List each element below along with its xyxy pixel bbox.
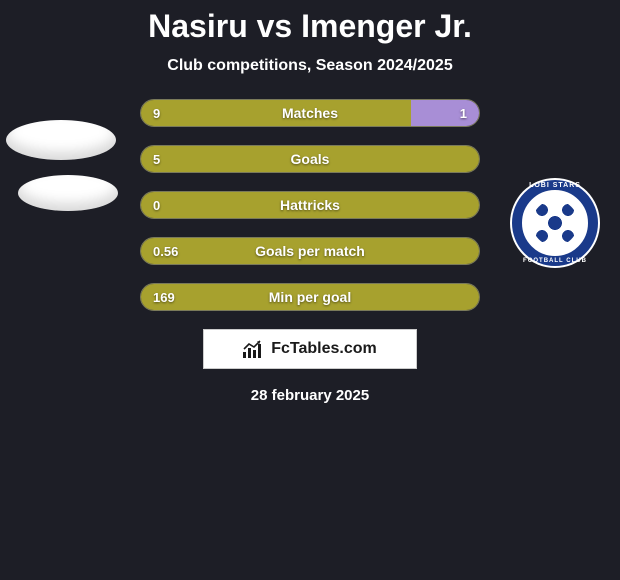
stat-label: Matches bbox=[141, 100, 479, 126]
stats-bars: Matches9 1 Goals5 Hattricks0 Goals per match… bbox=[140, 99, 480, 311]
stat-value-left: 5 bbox=[153, 146, 160, 172]
player-left-badge-1 bbox=[6, 120, 116, 160]
page-title: Nasiru vs Imenger Jr. bbox=[0, 0, 620, 45]
brand-text: FcTables.com bbox=[271, 340, 377, 358]
player-left-badge-2 bbox=[18, 175, 118, 211]
club-badge-top-text: LOBI STARS bbox=[522, 182, 588, 189]
brand-chart-icon bbox=[243, 340, 265, 358]
stat-label: Goals per match bbox=[141, 238, 479, 264]
stat-row: Goals per match0.56 bbox=[140, 237, 480, 265]
stat-value-left: 0 bbox=[153, 192, 160, 218]
player-right-club-badge: LOBI STARS FOOTBALL CLUB bbox=[510, 178, 600, 268]
stat-label: Min per goal bbox=[141, 284, 479, 310]
stat-row: Goals5 bbox=[140, 145, 480, 173]
date-line: 28 february 2025 bbox=[0, 387, 620, 404]
stat-value-left: 0.56 bbox=[153, 238, 178, 264]
brand-box: FcTables.com bbox=[203, 329, 417, 369]
stat-value-right: 1 bbox=[460, 100, 467, 126]
stat-row: Matches9 1 bbox=[140, 99, 480, 127]
stat-label: Goals bbox=[141, 146, 479, 172]
club-badge-ball-icon bbox=[532, 200, 578, 246]
stat-value-left: 9 bbox=[153, 100, 160, 126]
stat-value-left: 169 bbox=[153, 284, 175, 310]
stat-row: Min per goal169 bbox=[140, 283, 480, 311]
stat-label: Hattricks bbox=[141, 192, 479, 218]
subtitle: Club competitions, Season 2024/2025 bbox=[0, 57, 620, 75]
club-badge-bottom-text: FOOTBALL CLUB bbox=[522, 258, 588, 264]
stat-row: Hattricks0 bbox=[140, 191, 480, 219]
